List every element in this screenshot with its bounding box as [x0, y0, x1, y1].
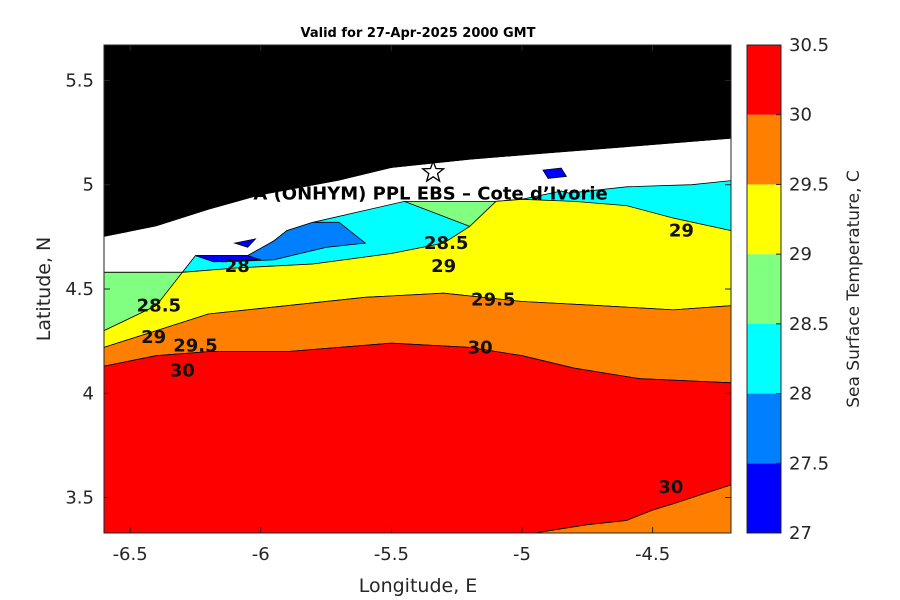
colorbar: 27 27.5 28 28.5 29 29.5 30 30.5: [746, 35, 829, 544]
x-tick-label: -5: [513, 544, 531, 565]
colorbar-tick-label: 30.5: [789, 35, 829, 56]
x-axis-label: Longitude, E: [359, 575, 478, 597]
colorbar-swatch: [747, 254, 781, 324]
contour-band-3: [195, 221, 367, 263]
y-tick-label: 3.5: [65, 488, 94, 509]
contour-plot-area: [104, 45, 731, 533]
x-axis: -6.5 -6 -5.5 -5 -4.5: [113, 45, 670, 565]
site-star-marker: [420, 159, 446, 183]
contour-label-9: 30: [170, 360, 195, 381]
x-tick-label: -4.5: [635, 544, 670, 565]
colorbar-tick-label: 28: [789, 384, 812, 405]
colorbar-swatch: [747, 45, 781, 115]
contour-label-5: 29.5: [471, 289, 515, 310]
x-tick-label: -6.5: [113, 544, 148, 565]
colorbar-swatch: [747, 393, 781, 464]
site-marker-layer: [420, 159, 446, 183]
x-tick-label: -5.5: [374, 544, 409, 565]
contour-label-7: 29.5: [173, 335, 217, 356]
colorbar-tick-label: 27.5: [789, 453, 829, 474]
y-axis-label: Latitude, N: [33, 237, 55, 342]
contour-band-5: [233, 238, 257, 248]
site-name-label: A (ONHYM) PPL EBS – Cote d’Ivorie: [253, 183, 607, 204]
colorbar-tick-label: 27: [789, 523, 812, 544]
contour-label-2: 28: [225, 256, 250, 277]
contour-label-3: 29: [431, 256, 456, 277]
colorbar-swatch: [747, 184, 781, 255]
colorbar-swatch: [747, 463, 781, 533]
x-tick-label: -6: [252, 544, 270, 565]
colorbar-frame: [746, 44, 782, 534]
colorbar-label: Sea Surface Temperature, C: [844, 170, 864, 408]
y-tick-label: 4.5: [65, 279, 94, 300]
contour-band-4: [195, 255, 261, 263]
colorbar-tick-label: 28.5: [789, 314, 829, 335]
contour-label-0: 28.5: [424, 233, 468, 254]
y-tick-label: 5.5: [65, 70, 94, 91]
contour-band-6: [542, 167, 568, 179]
contour-label-6: 29: [141, 327, 166, 348]
colorbar-tick-label: 30: [789, 105, 812, 126]
y-tick-label: 5: [83, 175, 94, 196]
contour-regions: [104, 45, 731, 533]
contour-band-11: [535, 484, 731, 533]
colorbar-tick-label: 29.5: [789, 174, 829, 195]
contour-label-1: 29: [669, 221, 694, 242]
colorbar-swatch: [747, 114, 781, 185]
colorbar-swatch: [747, 323, 781, 394]
land-region: [104, 45, 731, 237]
contour-label-4: 28.5: [137, 296, 181, 317]
contour-label-10: 30: [658, 477, 683, 498]
colorbar-tick-label: 29: [789, 244, 812, 265]
contour-label-8: 30: [468, 337, 493, 358]
chart-title: Valid for 27-Apr-2025 2000 GMT: [301, 26, 536, 41]
y-tick-label: 4: [83, 383, 94, 404]
y-axis: 3.5 4 4.5 5 5.5: [65, 70, 731, 509]
